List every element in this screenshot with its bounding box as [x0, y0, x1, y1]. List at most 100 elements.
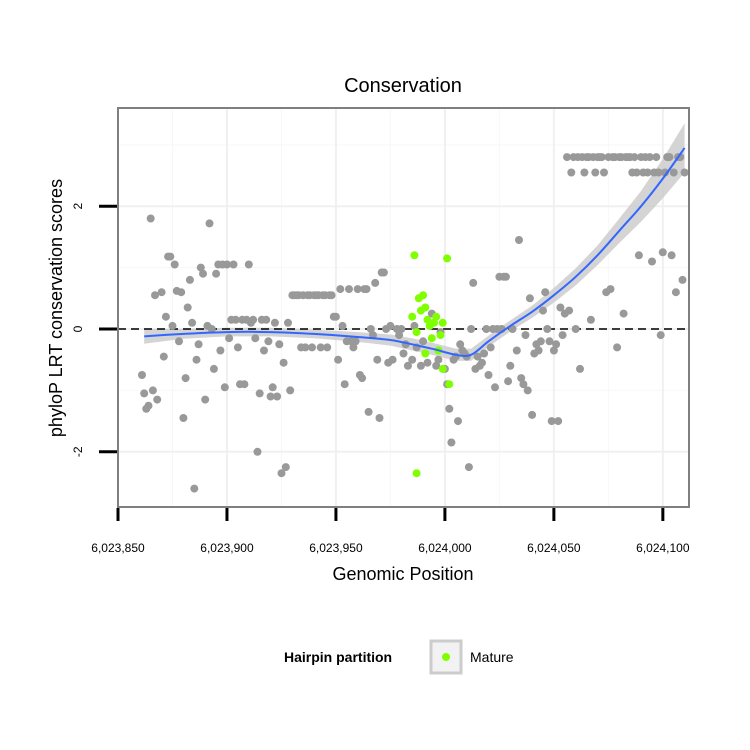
- point: [190, 484, 199, 493]
- x-tick-label: 6,023,950: [309, 541, 363, 555]
- point: [523, 386, 532, 395]
- point: [515, 236, 523, 244]
- point: [571, 325, 580, 333]
- point: [327, 291, 336, 300]
- legend-title: Hairpin partition: [284, 649, 392, 665]
- point: [432, 361, 441, 370]
- point: [634, 251, 643, 260]
- point: [656, 331, 665, 340]
- point: [547, 417, 556, 426]
- point: [486, 343, 495, 352]
- point: [196, 263, 205, 272]
- point: [680, 168, 689, 177]
- y-tick-label: -2: [71, 446, 85, 457]
- point: [316, 343, 325, 352]
- legend-key-mature: [442, 653, 450, 661]
- point: [251, 334, 260, 343]
- point: [539, 306, 547, 315]
- point: [613, 343, 622, 352]
- point: [652, 153, 661, 162]
- point: [645, 153, 654, 162]
- point: [399, 349, 408, 358]
- point-mature: [421, 349, 430, 358]
- point: [207, 325, 216, 333]
- point: [260, 346, 268, 355]
- point: [504, 377, 513, 386]
- point: [565, 306, 574, 315]
- point: [212, 269, 221, 278]
- point: [536, 337, 545, 346]
- point: [648, 257, 656, 266]
- x-tick-label: 6,023,900: [200, 541, 254, 555]
- point: [600, 168, 608, 177]
- data-points: [138, 153, 689, 493]
- point-mature: [423, 315, 432, 324]
- point: [336, 285, 345, 294]
- point: [506, 361, 515, 370]
- point: [188, 318, 197, 327]
- point: [379, 268, 388, 277]
- point: [253, 447, 262, 456]
- point: [619, 309, 628, 318]
- point: [416, 361, 425, 370]
- point-mature: [432, 312, 441, 321]
- point: [279, 358, 288, 367]
- point: [264, 337, 273, 346]
- point: [395, 331, 404, 340]
- point: [534, 346, 543, 355]
- point: [323, 343, 332, 352]
- point: [166, 252, 175, 261]
- point: [183, 303, 192, 312]
- point: [240, 380, 249, 389]
- point: [201, 395, 210, 404]
- point: [643, 168, 652, 177]
- point: [563, 153, 571, 162]
- point: [447, 438, 456, 447]
- point: [549, 346, 558, 355]
- point-mature: [410, 251, 419, 260]
- y-tick-label: 2: [71, 203, 85, 210]
- point: [177, 288, 186, 297]
- point-mature: [421, 303, 430, 312]
- point: [353, 285, 362, 294]
- point: [576, 364, 584, 373]
- point: [528, 410, 537, 419]
- smooth-trend-line: [144, 147, 686, 358]
- confidence-band-area: [144, 123, 685, 361]
- point: [275, 340, 284, 349]
- point: [358, 374, 367, 383]
- point-mature: [427, 334, 436, 343]
- point: [144, 401, 153, 410]
- point: [423, 358, 432, 367]
- point: [665, 153, 674, 162]
- point-mature: [438, 318, 447, 327]
- point: [277, 469, 286, 478]
- point: [138, 371, 146, 379]
- panel-border: [117, 107, 690, 508]
- point: [654, 168, 663, 177]
- point: [597, 153, 606, 162]
- point: [362, 285, 371, 294]
- point: [469, 278, 478, 287]
- point: [521, 331, 530, 340]
- point: [223, 260, 231, 269]
- x-tick-label: 6,024,000: [418, 541, 472, 555]
- point: [216, 346, 225, 355]
- point: [364, 407, 373, 416]
- point: [525, 294, 534, 303]
- point: [181, 374, 190, 383]
- point-mature: [436, 331, 445, 340]
- point: [266, 392, 275, 401]
- point: [517, 374, 526, 383]
- point: [351, 337, 360, 346]
- point-mature: [412, 469, 421, 478]
- point: [366, 325, 375, 333]
- point: [281, 463, 290, 472]
- point-mature: [430, 318, 438, 327]
- point: [338, 321, 347, 330]
- point: [161, 312, 170, 321]
- point: [467, 325, 476, 333]
- point: [501, 272, 510, 281]
- point: [419, 337, 428, 346]
- point: [508, 325, 517, 333]
